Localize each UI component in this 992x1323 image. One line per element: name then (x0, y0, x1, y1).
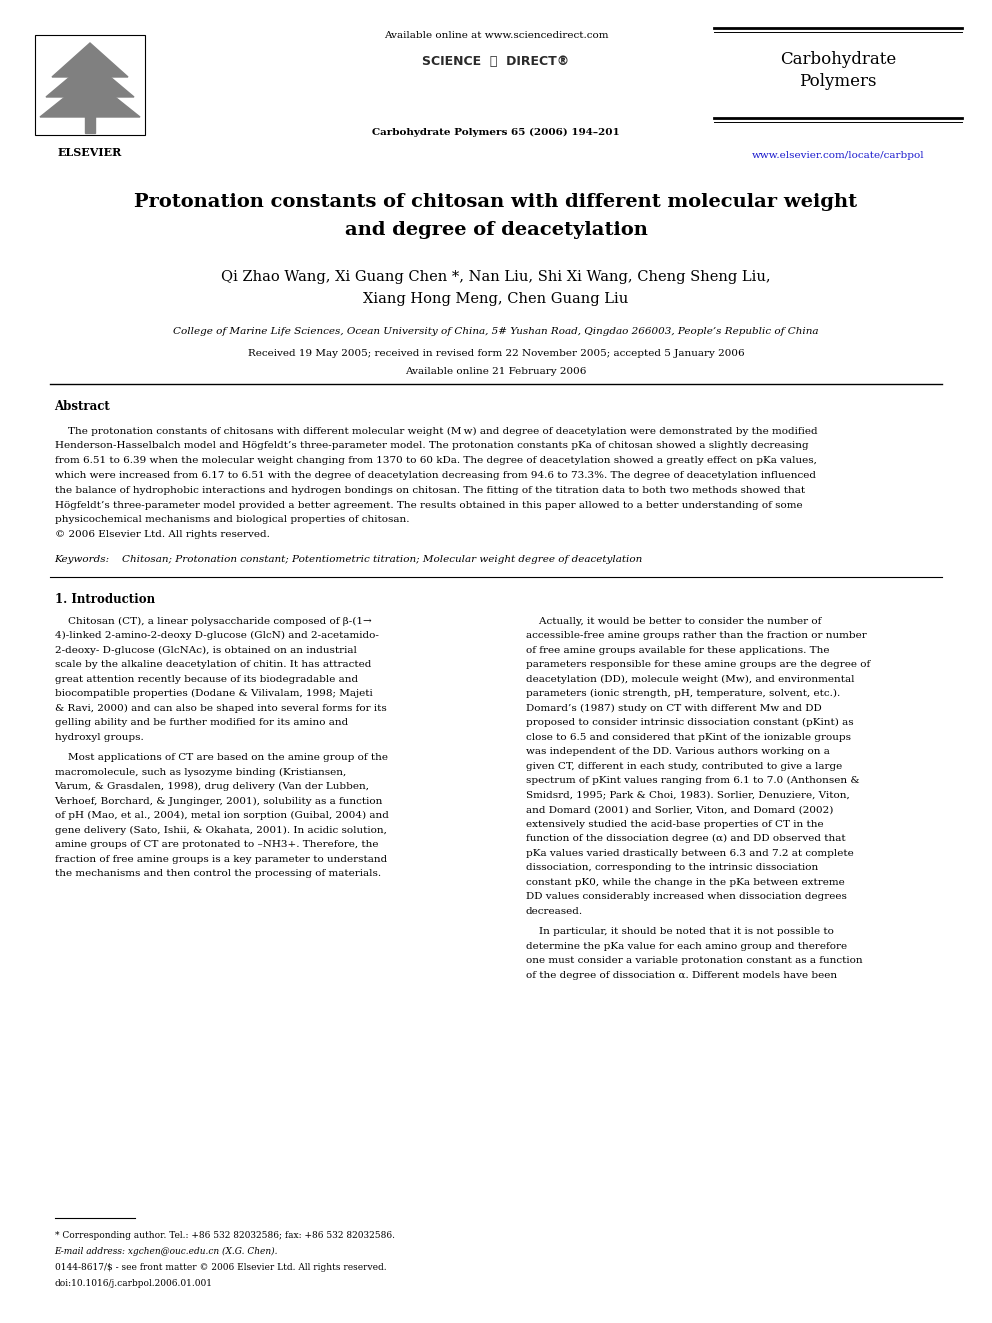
Text: parameters responsible for these amine groups are the degree of: parameters responsible for these amine g… (526, 660, 870, 669)
Text: 0144-8617/$ - see front matter © 2006 Elsevier Ltd. All rights reserved.: 0144-8617/$ - see front matter © 2006 El… (55, 1263, 386, 1273)
Text: and Domard (2001) and Sorlier, Viton, and Domard (2002): and Domard (2001) and Sorlier, Viton, an… (526, 806, 833, 815)
Text: deacetylation (DD), molecule weight (Mw), and environmental: deacetylation (DD), molecule weight (Mw)… (526, 675, 854, 684)
Bar (85, 115, 95, 134)
Text: the balance of hydrophobic interactions and hydrogen bondings on chitosan. The f: the balance of hydrophobic interactions … (55, 486, 805, 495)
Text: © 2006 Elsevier Ltd. All rights reserved.: © 2006 Elsevier Ltd. All rights reserved… (55, 531, 270, 538)
Text: 4)-linked 2-amino-2-deoxy D-glucose (GlcN) and 2-acetamido-: 4)-linked 2-amino-2-deoxy D-glucose (Glc… (55, 631, 378, 640)
Text: Varum, & Grasdalen, 1998), drug delivery (Van der Lubben,: Varum, & Grasdalen, 1998), drug delivery… (55, 782, 370, 791)
Text: constant pK0, while the change in the pKa between extreme: constant pK0, while the change in the pK… (526, 878, 844, 886)
Text: Verhoef, Borchard, & Junginger, 2001), solubility as a function: Verhoef, Borchard, & Junginger, 2001), s… (55, 796, 383, 806)
Text: DD values considerably increased when dissociation degrees: DD values considerably increased when di… (526, 893, 846, 901)
Text: Qi Zhao Wang, Xi Guang Chen *, Nan Liu, Shi Xi Wang, Cheng Sheng Liu,: Qi Zhao Wang, Xi Guang Chen *, Nan Liu, … (221, 270, 771, 284)
Text: 2-deoxy- D-glucose (GlcNAc), is obtained on an industrial: 2-deoxy- D-glucose (GlcNAc), is obtained… (55, 646, 356, 655)
Text: Smidsrd, 1995; Park & Choi, 1983). Sorlier, Denuziere, Viton,: Smidsrd, 1995; Park & Choi, 1983). Sorli… (526, 791, 849, 800)
Text: In particular, it should be noted that it is not possible to: In particular, it should be noted that i… (526, 927, 833, 937)
Text: fraction of free amine groups is a key parameter to understand: fraction of free amine groups is a key p… (55, 855, 387, 864)
Text: * Corresponding author. Tel.: +86 532 82032586; fax: +86 532 82032586.: * Corresponding author. Tel.: +86 532 82… (55, 1230, 395, 1240)
Text: of free amine groups available for these applications. The: of free amine groups available for these… (526, 646, 829, 655)
Text: decreased.: decreased. (526, 906, 583, 916)
Text: Carbohydrate Polymers 65 (2006) 194–201: Carbohydrate Polymers 65 (2006) 194–201 (372, 127, 620, 136)
Text: and degree of deacetylation: and degree of deacetylation (344, 221, 648, 239)
Text: & Ravi, 2000) and can also be shaped into several forms for its: & Ravi, 2000) and can also be shaped int… (55, 704, 386, 713)
Text: was independent of the DD. Various authors working on a: was independent of the DD. Various autho… (526, 747, 829, 757)
Text: the mechanisms and then control the processing of materials.: the mechanisms and then control the proc… (55, 869, 381, 878)
Text: Polymers: Polymers (800, 74, 877, 90)
Text: www.elsevier.com/locate/carbpol: www.elsevier.com/locate/carbpol (752, 151, 925, 160)
Text: gelling ability and be further modified for its amino and: gelling ability and be further modified … (55, 718, 348, 728)
Text: parameters (ionic strength, pH, temperature, solvent, etc.).: parameters (ionic strength, pH, temperat… (526, 689, 840, 699)
Text: scale by the alkaline deacetylation of chitin. It has attracted: scale by the alkaline deacetylation of c… (55, 660, 371, 669)
Text: great attention recently because of its biodegradable and: great attention recently because of its … (55, 675, 358, 684)
Text: function of the dissociation degree (α) and DD observed that: function of the dissociation degree (α) … (526, 835, 845, 844)
Text: of pH (Mao, et al., 2004), metal ion sorption (Guibal, 2004) and: of pH (Mao, et al., 2004), metal ion sor… (55, 811, 389, 820)
Text: Most applications of CT are based on the amine group of the: Most applications of CT are based on the… (55, 753, 388, 762)
Text: proposed to consider intrinsic dissociation constant (pKint) as: proposed to consider intrinsic dissociat… (526, 718, 853, 728)
Polygon shape (40, 77, 140, 116)
Text: close to 6.5 and considered that pKint of the ionizable groups: close to 6.5 and considered that pKint o… (526, 733, 851, 742)
Text: accessible-free amine groups rather than the fraction or number: accessible-free amine groups rather than… (526, 631, 866, 640)
Text: E-mail address: xgchen@ouc.edu.cn (X.G. Chen).: E-mail address: xgchen@ouc.edu.cn (X.G. … (55, 1246, 278, 1256)
Text: Keywords:: Keywords: (55, 554, 113, 564)
Text: Chitosan; Protonation constant; Potentiometric titration; Molecular weight degre: Chitosan; Protonation constant; Potentio… (122, 554, 642, 564)
Text: amine groups of CT are protonated to –NH3+. Therefore, the: amine groups of CT are protonated to –NH… (55, 840, 378, 849)
Text: Högfeldt’s three-parameter model provided a better agreement. The results obtain: Högfeldt’s three-parameter model provide… (55, 500, 803, 509)
Text: one must consider a variable protonation constant as a function: one must consider a variable protonation… (526, 957, 862, 966)
Text: determine the pKa value for each amino group and therefore: determine the pKa value for each amino g… (526, 942, 847, 951)
Text: 1. Introduction: 1. Introduction (55, 593, 155, 606)
Text: from 6.51 to 6.39 when the molecular weight changing from 1370 to 60 kDa. The de: from 6.51 to 6.39 when the molecular wei… (55, 456, 816, 466)
Text: Henderson-Hasselbalch model and Högfeldt’s three-parameter model. The protonatio: Henderson-Hasselbalch model and Högfeldt… (55, 442, 808, 450)
Polygon shape (46, 60, 134, 97)
Text: Protonation constants of chitosan with different molecular weight: Protonation constants of chitosan with d… (135, 193, 857, 210)
Text: Available online 21 February 2006: Available online 21 February 2006 (406, 366, 586, 376)
Text: extensively studied the acid-base properties of CT in the: extensively studied the acid-base proper… (526, 820, 823, 830)
Text: hydroxyl groups.: hydroxyl groups. (55, 733, 143, 742)
Text: physicochemical mechanisms and biological properties of chitosan.: physicochemical mechanisms and biologica… (55, 515, 409, 524)
Text: which were increased from 6.17 to 6.51 with the degree of deacetylation decreasi: which were increased from 6.17 to 6.51 w… (55, 471, 815, 480)
Text: dissociation, corresponding to the intrinsic dissociation: dissociation, corresponding to the intri… (526, 864, 818, 872)
Text: Abstract: Abstract (55, 400, 110, 413)
Polygon shape (52, 44, 128, 77)
Text: Actually, it would be better to consider the number of: Actually, it would be better to consider… (526, 617, 821, 626)
Text: ELSEVIER: ELSEVIER (58, 147, 122, 157)
Text: Received 19 May 2005; received in revised form 22 November 2005; accepted 5 Janu: Received 19 May 2005; received in revise… (248, 349, 744, 359)
Text: given CT, different in each study, contributed to give a large: given CT, different in each study, contr… (526, 762, 842, 771)
Text: College of Marine Life Sciences, Ocean University of China, 5# Yushan Road, Qing: College of Marine Life Sciences, Ocean U… (174, 328, 818, 336)
Text: Chitosan (CT), a linear polysaccharide composed of β-(1→: Chitosan (CT), a linear polysaccharide c… (55, 617, 371, 626)
Text: Xiang Hong Meng, Chen Guang Liu: Xiang Hong Meng, Chen Guang Liu (363, 292, 629, 306)
Text: Available online at www.sciencedirect.com: Available online at www.sciencedirect.co… (384, 30, 608, 40)
Text: pKa values varied drastically between 6.3 and 7.2 at complete: pKa values varied drastically between 6.… (526, 849, 853, 857)
Text: The protonation constants of chitosans with different molecular weight (M w) and: The protonation constants of chitosans w… (55, 426, 817, 435)
Text: biocompatible properties (Dodane & Vilivalam, 1998; Majeti: biocompatible properties (Dodane & Viliv… (55, 689, 372, 699)
Text: Domard’s (1987) study on CT with different Mw and DD: Domard’s (1987) study on CT with differe… (526, 704, 821, 713)
Text: doi:10.1016/j.carbpol.2006.01.001: doi:10.1016/j.carbpol.2006.01.001 (55, 1279, 212, 1289)
Text: spectrum of pKint values ranging from 6.1 to 7.0 (Anthonsen &: spectrum of pKint values ranging from 6.… (526, 777, 859, 786)
Text: gene delivery (Sato, Ishii, & Okahata, 2001). In acidic solution,: gene delivery (Sato, Ishii, & Okahata, 2… (55, 826, 387, 835)
Text: SCIENCE  ⓓ  DIRECT®: SCIENCE ⓓ DIRECT® (423, 56, 569, 69)
Text: Carbohydrate: Carbohydrate (780, 52, 897, 69)
Text: macromolecule, such as lysozyme binding (Kristiansen,: macromolecule, such as lysozyme binding … (55, 767, 346, 777)
Text: of the degree of dissociation α. Different models have been: of the degree of dissociation α. Differe… (526, 971, 837, 980)
